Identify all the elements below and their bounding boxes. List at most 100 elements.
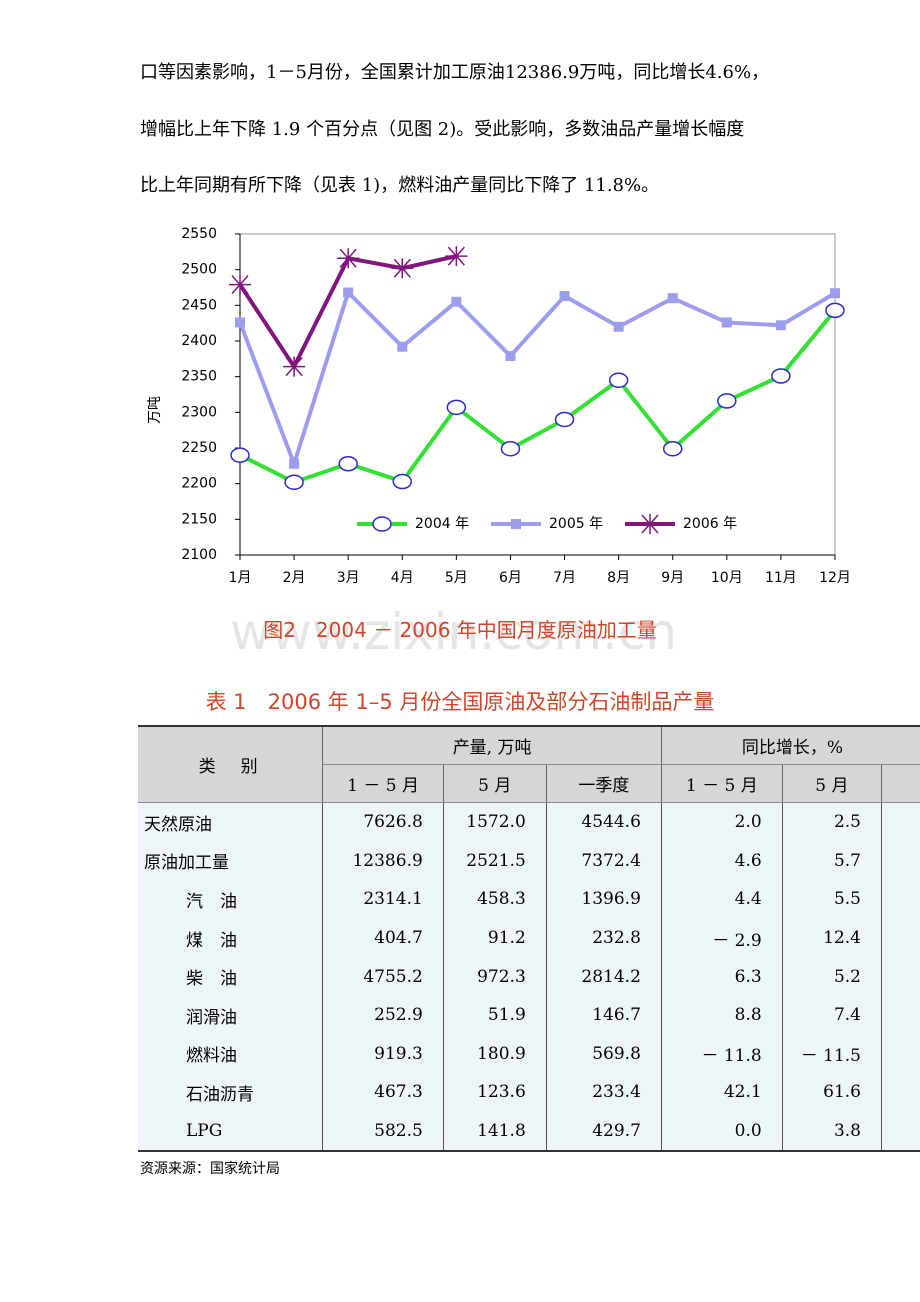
- point: [771, 368, 791, 384]
- table-cell: 4.4: [660, 880, 783, 919]
- x-tick-label: 3月: [337, 570, 360, 586]
- series-line: [238, 254, 457, 371]
- table-row: 汽 油 2314.1 458.3 1396.9 4.4 5.5: [138, 880, 920, 919]
- header-cell: 一季度: [545, 764, 662, 803]
- table-cell: 467.3: [322, 1073, 444, 1112]
- point: [289, 458, 300, 469]
- header-cell: [881, 764, 920, 803]
- y-tick-label: 2200: [181, 476, 217, 492]
- table-row: 润滑油 252.9 51.9 146.7 8.8 7.4: [138, 995, 920, 1035]
- point: [446, 399, 467, 416]
- table-cell: 2814.2: [545, 957, 662, 996]
- table-cell: 燃料油: [138, 1034, 323, 1074]
- table-cell: 5.2: [781, 957, 882, 996]
- header-cell: 5 月: [781, 764, 882, 803]
- point: [721, 317, 732, 328]
- table-cell: 原油加工量: [138, 841, 323, 881]
- point: [392, 473, 413, 490]
- point: [554, 411, 575, 428]
- legend-marker: [511, 519, 521, 529]
- point: [662, 440, 683, 457]
- y-tick-label: 2150: [181, 511, 217, 527]
- point: [830, 288, 840, 299]
- header-cell: 产量, 万吨: [322, 725, 662, 765]
- y-tick-label: 2100: [181, 547, 217, 563]
- y-tick-label: 2450: [181, 297, 217, 313]
- table-row: 石油沥青 467.3 123.6 233.4 42.1 61.6: [138, 1073, 920, 1112]
- point: [825, 302, 845, 319]
- table-cell: 51.9: [442, 995, 547, 1035]
- table-cell: 429.7: [545, 1111, 662, 1153]
- table-cell: － 11.8: [660, 1034, 783, 1074]
- table-cell: 2314.1: [322, 880, 444, 919]
- table-cell: 180.9: [442, 1034, 547, 1074]
- point: [338, 455, 358, 472]
- table-cell: － 2.9: [660, 918, 783, 958]
- point: [235, 317, 245, 328]
- point: [391, 258, 414, 279]
- table-cell: 12.4: [781, 918, 882, 958]
- point: [283, 356, 306, 377]
- series-line: [238, 288, 837, 470]
- y-tick-label: 2350: [181, 369, 217, 385]
- table-cell: [881, 802, 920, 842]
- table-cell: － 11.5: [781, 1034, 882, 1074]
- header-row: 类 别产量, 万吨 同比增长，%: [138, 725, 920, 803]
- table-cell: [881, 1034, 920, 1074]
- point: [229, 274, 251, 295]
- point: [284, 474, 304, 490]
- x-tick-label: 8月: [607, 570, 630, 586]
- x-tick-label: 4月: [391, 570, 414, 586]
- table-cell: 柴 油: [138, 957, 323, 996]
- point: [451, 296, 462, 307]
- point: [500, 440, 521, 457]
- table-cell: 1572.0: [442, 802, 547, 842]
- x-tick-label: 5月: [445, 570, 468, 586]
- table-cell: 919.3: [322, 1034, 444, 1074]
- table-cell: 972.3: [442, 957, 547, 996]
- table-title: 表 1 2006 年 1–5 月份全国原油及部分石油制品产量: [205, 690, 715, 714]
- table-cell: 42.1: [660, 1073, 783, 1112]
- x-tick-label: 7月: [553, 570, 576, 586]
- table-cell: LPG: [138, 1111, 323, 1153]
- table-cell: 7372.4: [545, 841, 662, 881]
- y-tick-label: 2300: [181, 404, 217, 420]
- table-cell: 12386.9: [322, 841, 444, 881]
- point: [445, 246, 468, 267]
- table-cell: 2.0: [660, 802, 783, 842]
- table-cell: 润滑油: [138, 995, 323, 1035]
- table-cell: [881, 918, 920, 958]
- table-row: 燃料油 919.3 180.9 569.8 － 11.8 － 11.5: [138, 1034, 920, 1074]
- table-cell: 汽 油: [138, 880, 323, 919]
- point: [230, 447, 250, 463]
- table-row: 柴 油 4755.2 972.3 2814.2 6.3 5.2: [138, 957, 920, 996]
- table-row: 原油加工量 12386.9 2521.5 7372.4 4.6 5.7: [138, 841, 920, 881]
- table-cell: [881, 1073, 920, 1112]
- watermark: www.zixin.com.cn: [230, 603, 678, 661]
- table-cell: 8.8: [660, 995, 783, 1035]
- table-cell: 458.3: [442, 880, 547, 919]
- header-cell: 1 － 5 月: [322, 764, 444, 803]
- table-cell: 146.7: [545, 995, 662, 1035]
- table-cell: 2.5: [781, 802, 882, 842]
- x-tick-label: 11月: [765, 570, 797, 586]
- table-row: 天然原油 7626.8 1572.0 4544.6 2.0 2.5: [138, 802, 920, 842]
- table-cell: 61.6: [781, 1073, 882, 1112]
- table-cell: 7626.8: [322, 802, 444, 842]
- table-cell: [881, 880, 920, 919]
- table-cell: 2521.5: [442, 841, 547, 881]
- point: [667, 293, 678, 304]
- table-cell: 天然原油: [138, 802, 323, 842]
- y-axis-label: 万吨: [147, 396, 163, 424]
- x-tick-label: 12月: [819, 570, 851, 586]
- table-cell: 3.8: [781, 1111, 882, 1153]
- x-tick-label: 6月: [499, 570, 522, 586]
- header-cell: 类 别: [138, 725, 323, 803]
- y-tick-label: 2550: [181, 226, 217, 242]
- legend-label: 2005 年: [549, 516, 603, 532]
- table-cell: 252.9: [322, 995, 444, 1035]
- y-tick-label: 2400: [181, 333, 217, 349]
- table-cell: [881, 1111, 920, 1153]
